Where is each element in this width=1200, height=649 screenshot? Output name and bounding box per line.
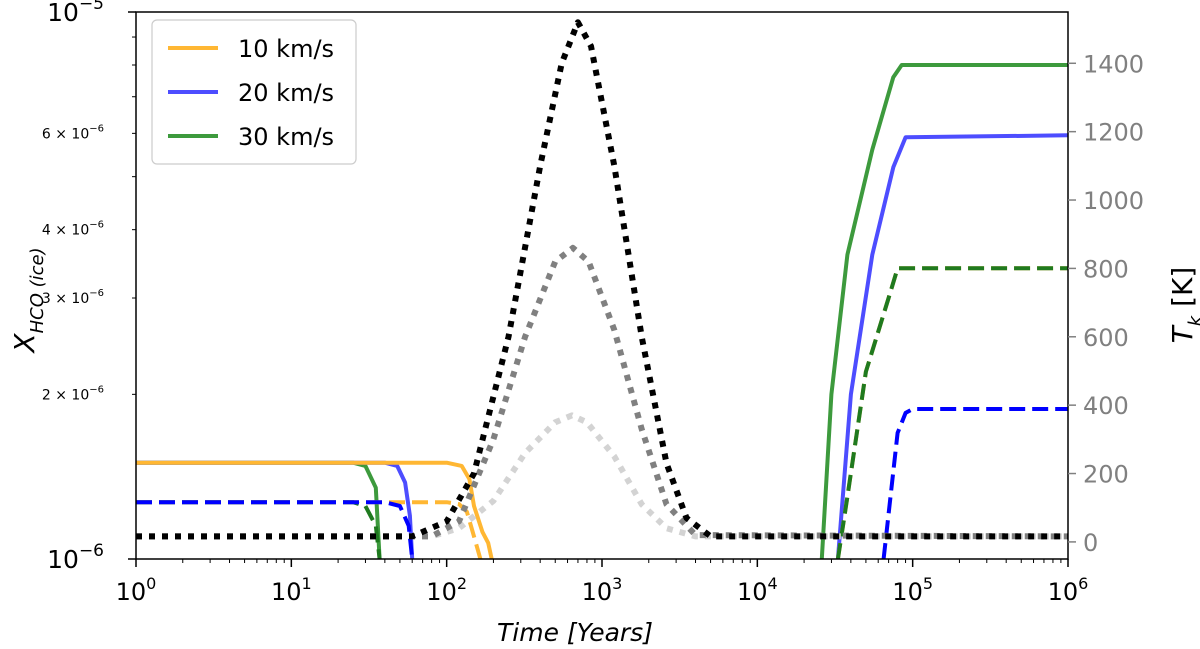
x-tick-label: 101: [271, 574, 312, 606]
series-line-30-km-s-solid: [136, 460, 382, 559]
x-tick-label: 105: [892, 574, 933, 606]
axes: 100 101 102 103 104 105 106 10−6 10−5 2 × 10−6 3 ×…: [42, 0, 1144, 606]
x-tick-label: 103: [582, 574, 623, 606]
y-left-minor-tick-label: 6 × 10−6: [42, 123, 104, 142]
y-right-tick-label: 400: [1083, 392, 1129, 420]
y-right-tick-label: 1400: [1083, 50, 1144, 78]
series-line-t-30-km-s: [136, 19, 1068, 540]
x-axis-title: Time [Years]: [497, 618, 653, 647]
y-left-axis-title: XHCO (ice): [8, 247, 48, 354]
y-left-tick-label: 10−6: [47, 541, 104, 574]
y-right-tick-label: 600: [1083, 324, 1129, 352]
x-tick-label: 100: [116, 574, 157, 606]
legend: 10 km/s 20 km/s 30 km/s: [151, 19, 357, 165]
y-right-tick-label: 800: [1083, 255, 1129, 283]
y-left-minor-tick-label: 4 × 10−6: [42, 220, 104, 239]
series-line-30-km-s-solid-late: [819, 63, 1068, 559]
x-tick-label: 104: [737, 574, 778, 606]
series-line-20-km-s-dashed-late: [881, 407, 1068, 559]
y-left-minor-tick-label: 2 × 10−6: [42, 384, 104, 403]
y-right-tick-label: 1000: [1083, 187, 1144, 215]
y-right-tick-label: 200: [1083, 461, 1129, 489]
legend-label-20-km-s: 20 km/s: [238, 79, 334, 107]
y-right-axis-title: Tk [K]: [1166, 267, 1200, 344]
y-left-tick-label: 10−5: [47, 0, 104, 27]
legend-label-30-km-s: 30 km/s: [238, 123, 334, 151]
series-line-10-km-s-solid: [136, 460, 494, 559]
series-line-t-20-km-s: [136, 244, 1068, 540]
x-tick-label: 106: [1048, 574, 1089, 606]
series-lines: [136, 19, 1068, 559]
series-line-20-km-s-solid-late: [835, 133, 1068, 559]
legend-box: [151, 19, 357, 165]
series-line-20-km-s-dashed: [136, 500, 415, 559]
series-line-t-10-km-s: [136, 412, 1068, 540]
series-line-30-km-s-dashed-late: [835, 266, 1068, 559]
legend-label-10-km-s: 10 km/s: [238, 35, 334, 63]
x-tick-label: 102: [426, 574, 467, 606]
y-right-tick-label: 0: [1083, 529, 1098, 557]
series-line-10-km-s-dashed: [136, 500, 483, 559]
series-line-10-km-s-dashed-late: [835, 266, 1068, 559]
y-left-minor-tick-label: 3 × 10−6: [42, 288, 104, 307]
y-right-tick-label: 1200: [1083, 119, 1144, 147]
series-line-30-km-s-dashed: [136, 500, 382, 559]
